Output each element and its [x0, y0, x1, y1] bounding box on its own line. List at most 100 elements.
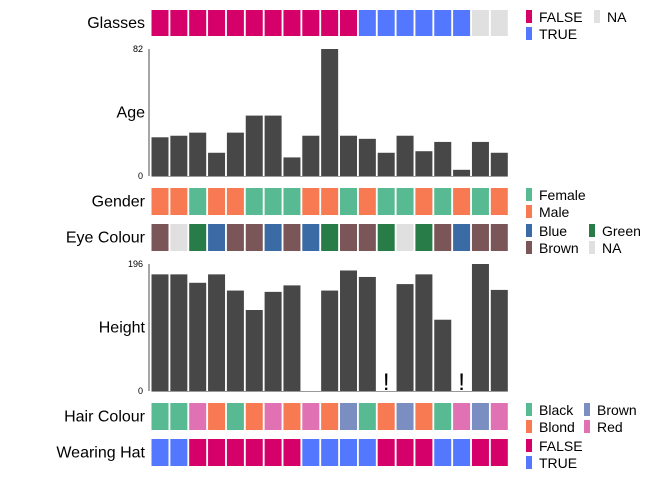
tick-label: 0 [138, 386, 143, 396]
cell-false [245, 10, 263, 36]
bar [358, 276, 376, 391]
cell-female [264, 188, 282, 215]
bar [283, 157, 301, 176]
cell-brown [471, 224, 489, 251]
cell-na [490, 10, 508, 36]
cell-false [151, 10, 169, 36]
bar [471, 264, 489, 391]
cell-blond [377, 403, 395, 430]
cell-false [490, 439, 508, 466]
cell-red [302, 403, 320, 430]
track-label: Gender [92, 194, 146, 211]
bar [245, 115, 263, 176]
bar [189, 132, 207, 176]
cell-brown [471, 403, 489, 430]
bar [434, 319, 452, 391]
cell-brown [245, 224, 263, 251]
track-label: Eye Colour [66, 230, 146, 247]
bar [245, 310, 263, 391]
legend-label: Male [539, 204, 570, 220]
cell-red [453, 403, 471, 430]
legend-label: Red [597, 419, 623, 435]
cell-female [434, 188, 452, 215]
cell-blond [245, 403, 263, 430]
cell-false [302, 10, 320, 36]
legend-swatch [526, 188, 532, 201]
legend-swatch [526, 439, 532, 452]
track-label: Age [117, 105, 146, 122]
bar [264, 115, 282, 176]
track-age: Age 0 82 [117, 44, 508, 181]
cell-false [471, 439, 489, 466]
cell-false [226, 10, 244, 36]
legend-label: NA [602, 240, 622, 256]
cell-black [170, 403, 188, 430]
bar [208, 274, 226, 391]
bar [302, 135, 320, 176]
legend-label: Female [539, 187, 586, 203]
track-label: Wearing Hat [56, 445, 145, 462]
cell-blue [453, 224, 471, 251]
legend-swatch [526, 205, 532, 218]
track-label: Glasses [87, 15, 145, 32]
bar [453, 169, 471, 176]
cell-blue [264, 224, 282, 251]
bar [396, 135, 414, 176]
legend-swatch [526, 10, 532, 23]
tick-label: 82 [133, 44, 143, 54]
legend-label: Brown [597, 402, 637, 418]
legend-swatch [584, 420, 590, 433]
legend-label: TRUE [539, 26, 577, 42]
cell-false [283, 10, 301, 36]
legend-label: Black [539, 402, 574, 418]
bar [264, 291, 282, 391]
cell-female [396, 188, 414, 215]
track-label: Height [99, 320, 146, 337]
cell-black [226, 403, 244, 430]
cell-male [453, 188, 471, 215]
missing-flag: ! [458, 369, 465, 396]
cell-true [340, 439, 357, 466]
legend-swatch [584, 403, 590, 416]
cell-female [189, 188, 207, 215]
cell-brown [340, 403, 357, 430]
legend-label: Blue [539, 223, 567, 239]
bar [340, 135, 357, 176]
cell-green [321, 224, 339, 251]
cell-brown [358, 224, 376, 251]
cell-false [283, 439, 301, 466]
cell-false [321, 10, 339, 36]
bar [415, 151, 433, 176]
bar [415, 274, 433, 391]
cell-false [226, 439, 244, 466]
legend-swatch [594, 10, 600, 23]
cell-blond [321, 403, 339, 430]
bar [226, 290, 244, 391]
track-height: Height 0 196!! [99, 259, 508, 396]
cell-na [170, 224, 188, 251]
cell-false [189, 439, 207, 466]
cell-brown [226, 224, 244, 251]
cell-male [226, 188, 244, 215]
cell-female [340, 188, 357, 215]
legend-swatch [526, 420, 532, 433]
cell-green [415, 224, 433, 251]
cell-blond [208, 403, 226, 430]
cell-blue [302, 224, 320, 251]
cell-true [170, 439, 188, 466]
cell-male [415, 188, 433, 215]
cell-true [453, 439, 471, 466]
cell-false [396, 439, 414, 466]
bar [226, 132, 244, 176]
cell-red [189, 403, 207, 430]
bar [396, 284, 414, 391]
cell-female [471, 188, 489, 215]
cell-male [208, 188, 226, 215]
